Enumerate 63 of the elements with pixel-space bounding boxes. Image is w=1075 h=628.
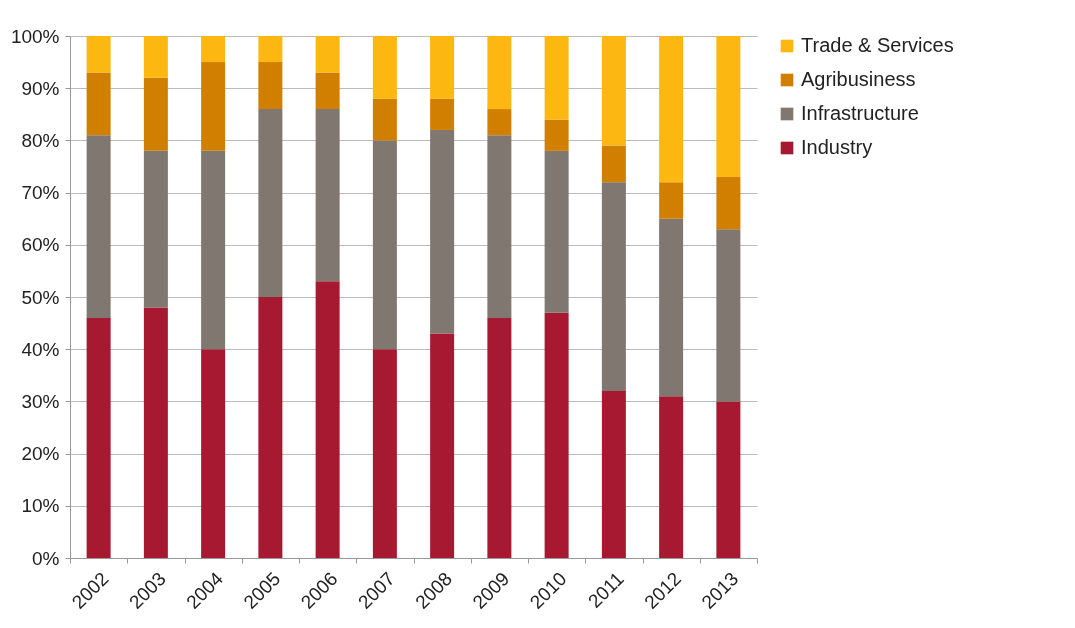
bar [372,36,397,99]
legend-label: Trade & Services [801,34,954,56]
bar [201,62,226,151]
bar [430,129,455,334]
bar [143,36,168,78]
legend-label: Infrastructure [801,102,919,124]
bar [601,36,626,146]
bar [659,218,684,397]
bar [143,77,168,151]
legend-label: Industry [801,136,873,158]
bar [315,281,340,558]
bar [315,109,340,282]
y-tick-label: 0% [32,547,60,569]
bar [86,317,111,558]
y-tick-label: 20% [21,443,60,465]
y-tick-label: 30% [21,390,60,412]
y-tick-label: 50% [21,286,60,308]
y-tick-label: 10% [21,495,60,517]
bar [143,307,168,558]
bar [659,36,684,183]
bar [86,72,111,136]
bar [487,317,512,558]
bar [601,182,626,391]
bar [487,109,512,136]
bar [201,349,226,558]
y-tick-label: 60% [21,234,60,256]
bar [659,396,684,558]
bar [258,109,283,297]
bar [487,36,512,110]
bar [372,349,397,558]
bar [315,36,340,73]
bar [544,312,569,558]
bar [201,150,226,350]
bar [258,36,283,63]
y-tick-label: 100% [10,25,60,47]
y-tick-label: 90% [21,77,60,99]
bar [544,119,569,151]
bar [430,36,455,99]
bar [258,297,283,558]
bar [430,98,455,130]
bar [601,145,626,183]
y-tick-label: 40% [21,338,60,360]
bar [716,36,741,177]
bar [659,182,684,219]
y-tick-label: 80% [21,129,60,151]
bar [315,72,340,110]
bar [86,36,111,73]
bar [372,98,397,141]
bar [544,36,569,120]
y-tick-label: 70% [21,182,60,204]
bar [201,36,226,63]
legend-label: Agribusiness [801,68,916,90]
bar [716,176,741,230]
bar [544,150,569,313]
bar [372,140,397,350]
bar [86,135,111,318]
bar [258,62,283,110]
bar [487,135,512,318]
bar [716,229,741,402]
bar [143,150,168,308]
bar [601,390,626,558]
bar [716,401,741,558]
bar [430,333,455,558]
